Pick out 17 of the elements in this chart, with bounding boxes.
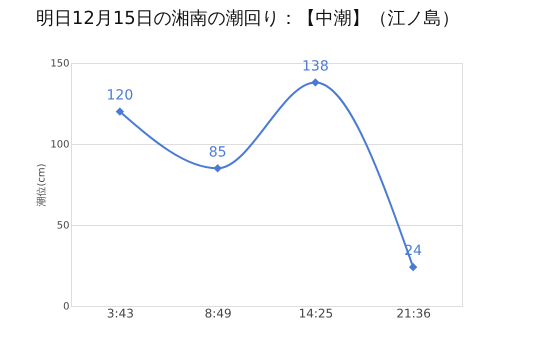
- x-tick-label: 3:43: [106, 306, 134, 320]
- x-tick-label: 21:36: [396, 306, 431, 320]
- y-tick-label: 0: [63, 302, 70, 312]
- x-tick-label: 8:49: [204, 306, 232, 320]
- y-tick-label: 50: [56, 220, 70, 232]
- chart-title: 明日12月15日の湘南の潮回り：【中潮】（江ノ島）: [36, 8, 460, 29]
- y-axis-title: 潮位(cm): [35, 163, 48, 207]
- y-tick-label: 150: [50, 58, 70, 70]
- point: [408, 262, 418, 272]
- data-label: 85: [208, 144, 227, 160]
- y-tick-label: 100: [50, 140, 70, 150]
- data-label: 120: [106, 88, 134, 104]
- point: [311, 78, 320, 87]
- point: [213, 164, 222, 172]
- x-tick-label: 14:25: [298, 306, 334, 320]
- data-label: 138: [302, 58, 329, 74]
- point: [116, 107, 124, 116]
